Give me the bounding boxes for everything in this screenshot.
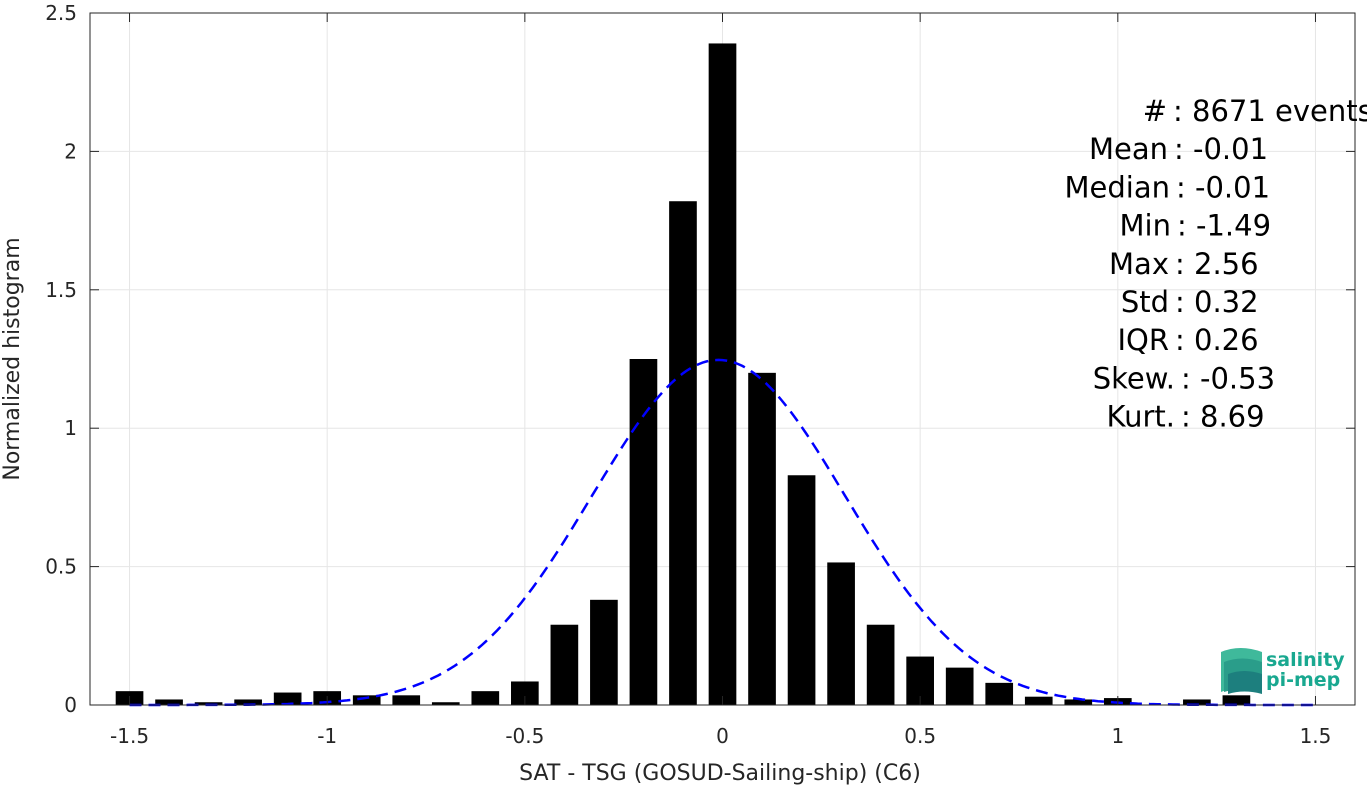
histogram-bar — [1024, 696, 1053, 705]
histogram-bar — [945, 667, 974, 705]
salinity-pi-mep-logo: salinity pi-mep — [1221, 648, 1345, 694]
histogram-bar — [194, 702, 223, 705]
wave-logo-icon — [1221, 648, 1262, 694]
y-tick-label: 2.5 — [45, 1, 77, 25]
x-tick-label: 1.5 — [1300, 724, 1332, 748]
stat-name: Std — [1121, 285, 1169, 319]
y-tick-label: 0 — [64, 693, 77, 717]
stat-value: : 8671 events — [1173, 94, 1367, 128]
histogram-bar — [590, 599, 618, 705]
histogram-bar — [1064, 699, 1093, 705]
histogram-bar — [471, 691, 500, 705]
y-tick-label: 1 — [64, 416, 77, 440]
stat-value: : 0.32 — [1175, 285, 1259, 319]
histogram-bar — [550, 624, 579, 705]
histogram-bar — [352, 695, 381, 705]
stat-name: # — [1143, 94, 1167, 128]
histogram-bar — [985, 682, 1014, 705]
y-tick-label: 2 — [64, 139, 77, 163]
histogram-bar — [827, 562, 855, 705]
stat-value: : 8.69 — [1181, 400, 1265, 434]
stat-name: Skew. — [1093, 361, 1175, 395]
histogram-bar — [234, 699, 262, 705]
y-tick-label: 1.5 — [45, 278, 77, 302]
x-axis-ticks: -1.5 -1 -0.5 0 0.5 1 1.5 — [110, 13, 1331, 748]
histogram-bar — [273, 692, 302, 705]
x-tick-label: -1.5 — [110, 724, 149, 748]
y-tick-label: 0.5 — [45, 555, 77, 579]
histogram-bar — [669, 201, 697, 705]
histogram-bar — [629, 359, 658, 705]
histogram-bar — [155, 699, 183, 705]
stat-value: : -0.01 — [1174, 132, 1268, 166]
histogram-bar — [1222, 695, 1251, 705]
histogram-bar — [392, 695, 421, 705]
histogram-bar — [866, 624, 895, 705]
x-tick-label: -1 — [317, 724, 337, 748]
histogram-bar — [1183, 699, 1211, 705]
stat-value: : -0.53 — [1181, 361, 1275, 395]
x-tick-label: -0.5 — [505, 724, 544, 748]
stat-name: Kurt. — [1107, 400, 1175, 434]
stat-value: : 0.26 — [1175, 323, 1259, 357]
stat-value: : -0.01 — [1176, 170, 1270, 204]
x-axis-label: SAT - TSG (GOSUD-Sailing-ship) (C6) — [519, 761, 921, 786]
y-axis-ticks: 0 0.5 1 1.5 2 2.5 — [45, 1, 1355, 717]
x-tick-label: 0 — [716, 724, 729, 748]
stat-name: Mean — [1089, 132, 1168, 166]
stat-value: : 2.56 — [1175, 247, 1259, 281]
logo-line1: salinity — [1266, 649, 1345, 671]
histogram-bar — [787, 475, 816, 705]
stat-name: Min — [1120, 209, 1171, 243]
histogram-bar — [748, 372, 776, 705]
stat-name: Max — [1109, 247, 1169, 281]
y-axis-label: Normalized histogram — [0, 237, 25, 480]
histogram-bar — [431, 702, 460, 705]
x-tick-label: 1 — [1111, 724, 1124, 748]
histogram-bar — [708, 43, 737, 705]
stat-name: IQR — [1117, 323, 1169, 357]
stat-name: Median — [1065, 170, 1170, 204]
stat-value: : -1.49 — [1177, 209, 1271, 243]
histogram-bar — [511, 681, 539, 705]
x-tick-label: 0.5 — [904, 724, 936, 748]
logo-line2: pi-mep — [1266, 669, 1340, 691]
